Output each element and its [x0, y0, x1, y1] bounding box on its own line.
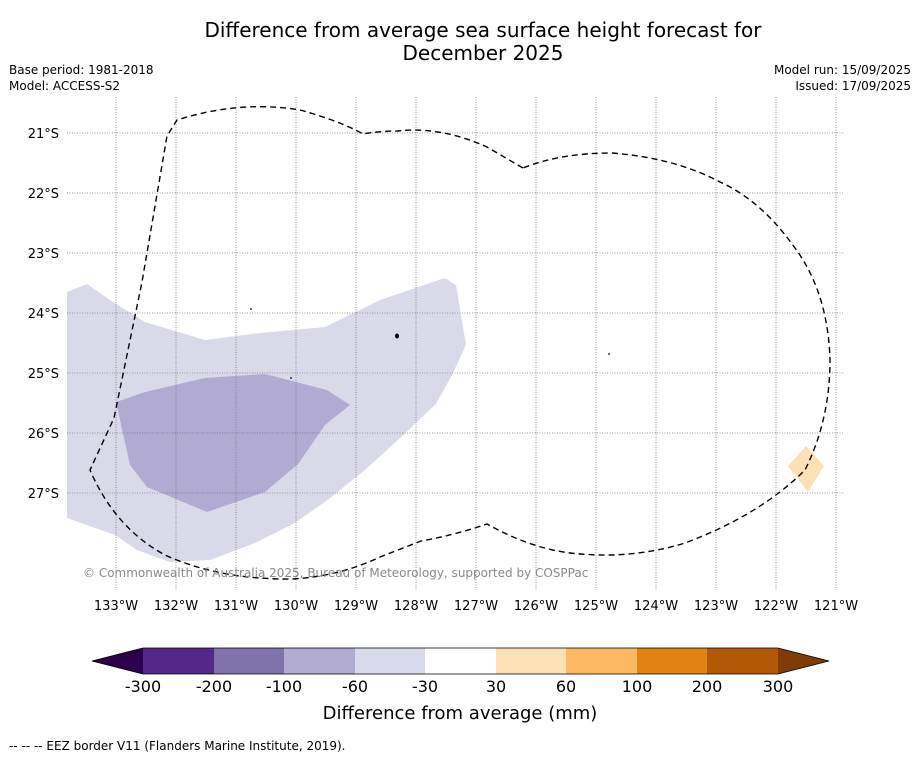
- title-line-1: Difference from average sea surface heig…: [204, 18, 762, 42]
- colorbar-tick-label: -60: [342, 677, 368, 696]
- copyright-notice: © Commonwealth of Australia 2025, Bureau…: [83, 566, 588, 580]
- colorbar-tick-label: -30: [412, 677, 438, 696]
- colorbar-extend-high: [778, 648, 829, 674]
- lon-label: 130°W: [274, 599, 318, 614]
- colorbar-outline: [91, 647, 830, 675]
- lat-label: 27°S: [28, 487, 59, 502]
- colorbar-segment: [566, 648, 637, 674]
- lon-label: 122°W: [754, 599, 798, 614]
- base-period: Base period: 1981-2018: [9, 63, 154, 77]
- model-name: Model: ACCESS-S2: [9, 79, 121, 93]
- colorbar-segment: [214, 648, 284, 674]
- colorbar-title: Difference from average (mm): [323, 703, 598, 724]
- lat-label: 21°S: [28, 127, 59, 142]
- colorbar-tick-label: -200: [196, 677, 232, 696]
- colorbar-segment: [425, 648, 496, 674]
- colorbar-tick-label: 60: [556, 677, 576, 696]
- contour-fills: [67, 278, 824, 562]
- colorbar-segment: [284, 648, 355, 674]
- colorbar-segment: [496, 648, 566, 674]
- contour-mid-purple: [116, 374, 350, 512]
- lat-label: 25°S: [28, 367, 59, 382]
- issued-date: Issued: 17/09/2025: [795, 79, 911, 93]
- eez-border: [89, 105, 831, 580]
- colorbar-segment: [637, 648, 707, 674]
- colorbar: -300 -200 -100 -60 -30 30 60 100 200 300…: [91, 647, 830, 724]
- island: [250, 308, 252, 310]
- colorbar-segment: [355, 648, 425, 674]
- colorbar-tick-label: 300: [763, 677, 794, 696]
- colorbar-tick-label: -300: [125, 677, 161, 696]
- meta-left: Base period: 1981-2018 Model: ACCESS-S2: [9, 62, 154, 94]
- meta-right: Model run: 15/09/2025 Issued: 17/09/2025: [774, 62, 911, 94]
- lon-label: 125°W: [574, 599, 618, 614]
- islands: [250, 308, 610, 379]
- lat-label: 22°S: [28, 187, 59, 202]
- island: [290, 377, 292, 379]
- lon-label: 132°W: [154, 599, 198, 614]
- eez-footnote: -- -- -- EEZ border V11 (Flanders Marine…: [9, 739, 346, 753]
- lon-label: 123°W: [694, 599, 738, 614]
- lon-labels: 133°W 132°W 131°W 130°W 129°W 128°W 127°…: [94, 599, 858, 614]
- island: [395, 333, 399, 339]
- title-line-2: December 2025: [402, 41, 564, 65]
- colorbar-tick-label: 200: [692, 677, 723, 696]
- colorbar-tick-label: 30: [486, 677, 506, 696]
- lon-label: 121°W: [814, 599, 858, 614]
- chart-title: Difference from average sea surface heig…: [0, 19, 919, 65]
- colorbar-tick-label: -100: [266, 677, 302, 696]
- gridlines: [67, 97, 843, 590]
- colorbar-segment: [143, 648, 214, 674]
- lon-label: 131°W: [214, 599, 258, 614]
- lon-label: 128°W: [394, 599, 438, 614]
- lat-label: 26°S: [28, 427, 59, 442]
- lat-label: 24°S: [28, 307, 59, 322]
- colorbar-extend-low: [92, 648, 143, 674]
- colorbar-segment: [707, 648, 778, 674]
- lon-label: 124°W: [634, 599, 678, 614]
- lon-label: 129°W: [334, 599, 378, 614]
- lat-labels: 21°S 22°S 23°S 24°S 25°S 26°S 27°S: [28, 127, 59, 502]
- colorbar-tick-label: 100: [622, 677, 653, 696]
- model-run: Model run: 15/09/2025: [773, 63, 911, 77]
- lon-label: 127°W: [454, 599, 498, 614]
- lon-label: 133°W: [94, 599, 138, 614]
- island: [608, 353, 610, 355]
- lat-label: 23°S: [28, 247, 59, 262]
- lon-label: 126°W: [514, 599, 558, 614]
